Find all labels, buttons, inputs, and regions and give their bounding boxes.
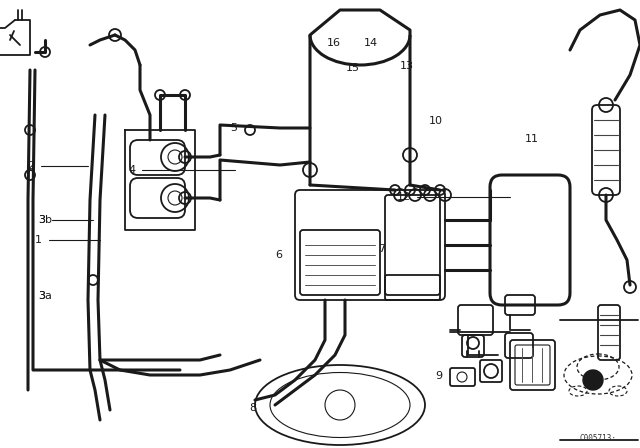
Text: 14: 14: [364, 38, 378, 47]
Text: 3: 3: [38, 215, 45, 224]
Text: 1: 1: [35, 235, 42, 245]
Text: 3: 3: [38, 291, 45, 301]
Circle shape: [583, 370, 603, 390]
Text: 6: 6: [275, 250, 282, 260]
Text: 11: 11: [525, 134, 539, 144]
Text: 15: 15: [346, 63, 360, 73]
Text: C005713·: C005713·: [579, 434, 616, 443]
Text: 3a: 3a: [38, 291, 52, 301]
Text: 9: 9: [435, 371, 442, 381]
Text: 2: 2: [27, 161, 34, 171]
Text: 5: 5: [230, 123, 237, 133]
Text: 10: 10: [429, 116, 443, 126]
Text: 16: 16: [326, 38, 340, 47]
Text: 13: 13: [400, 61, 414, 71]
Text: 7: 7: [378, 244, 385, 254]
Text: 8: 8: [250, 403, 257, 413]
Text: 4: 4: [128, 165, 135, 175]
Text: 12: 12: [397, 192, 411, 202]
Text: 3b: 3b: [38, 215, 52, 224]
